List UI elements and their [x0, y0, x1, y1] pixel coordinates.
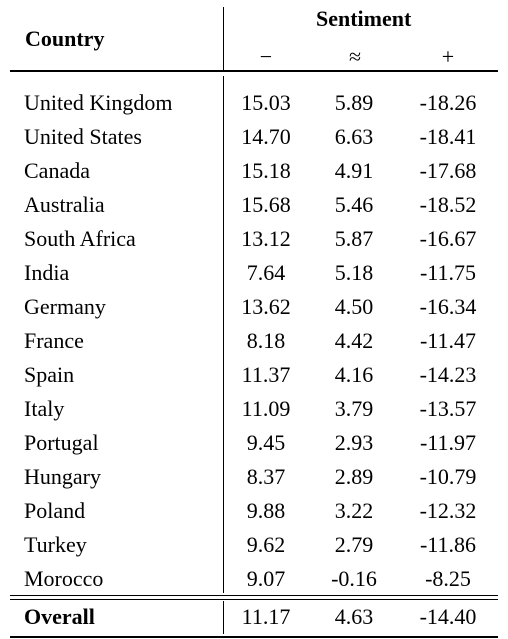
header-column-divider: [223, 7, 224, 70]
table-row: Australia 15.68 5.46 -18.52: [0, 188, 508, 222]
table-row: United States 14.70 6.63 -18.41: [0, 120, 508, 154]
positive-value-cell: -14.23: [419, 362, 477, 387]
table-row: Italy 11.09 3.79 -13.57: [0, 392, 508, 426]
table-row: India 7.64 5.18 -11.75: [0, 256, 508, 290]
neutral-value-cell: 2.89: [334, 464, 374, 489]
positive-value-cell: -11.86: [419, 532, 476, 557]
country-cell: Australia: [24, 192, 105, 217]
table-row: France 8.18 4.42 -11.47: [0, 324, 508, 358]
overall-separator-rule-second: [10, 599, 498, 600]
negative-value-cell: 9.62: [246, 532, 286, 557]
neutral-value-cell: -0.16: [331, 566, 377, 591]
overall-negative-value: 11.17: [241, 604, 291, 629]
negative-value-cell: 11.37: [241, 362, 291, 387]
neutral-value-cell: 3.79: [334, 396, 374, 421]
neutral-value-cell: 4.91: [334, 158, 374, 183]
country-cell: Morocco: [24, 566, 104, 591]
neutral-value-cell: 2.93: [334, 430, 374, 455]
table-row: United Kingdom 15.03 5.89 -18.26: [0, 86, 508, 120]
neutral-value-cell: 5.87: [334, 226, 374, 251]
negative-value-cell: 9.88: [246, 498, 286, 523]
positive-value-cell: -11.75: [419, 260, 476, 285]
positive-value-cell: -8.25: [425, 566, 471, 591]
table-row: Germany 13.62 4.50 -16.34: [0, 290, 508, 324]
country-cell: United States: [24, 124, 142, 149]
country-cell: United Kingdom: [24, 90, 173, 115]
negative-value-cell: 9.07: [246, 566, 286, 591]
table-row: Hungary 8.37 2.89 -10.79: [0, 460, 508, 494]
negative-value-cell: 8.18: [246, 328, 286, 353]
positive-value-cell: -17.68: [419, 158, 477, 183]
positive-value-cell: -16.34: [419, 294, 477, 319]
table-row: Morocco 9.07 -0.16 -8.25: [0, 562, 508, 596]
positive-value-cell: -12.32: [419, 498, 477, 523]
neutral-value-cell: 3.22: [334, 498, 374, 523]
overall-row: Overall 11.17 4.63 -14.40: [0, 600, 508, 634]
country-cell: India: [24, 260, 70, 285]
positive-value-cell: -18.26: [419, 90, 477, 115]
negative-value-cell: 15.18: [241, 158, 291, 183]
overall-separator-rule: [10, 595, 498, 596]
table-row: Turkey 9.62 2.79 -11.86: [0, 528, 508, 562]
column-header-negative: −: [259, 44, 273, 69]
neutral-value-cell: 4.50: [334, 294, 374, 319]
country-cell: Turkey: [24, 532, 87, 557]
column-header-country: Country: [25, 26, 105, 51]
positive-value-cell: -18.52: [419, 192, 477, 217]
country-cell: Germany: [24, 294, 106, 319]
neutral-value-cell: 5.18: [334, 260, 374, 285]
country-cell: South Africa: [24, 226, 136, 251]
positive-value-cell: -11.97: [419, 430, 476, 455]
table-bottom-rule: [10, 636, 498, 638]
negative-value-cell: 13.12: [241, 226, 291, 251]
neutral-value-cell: 4.42: [334, 328, 374, 353]
column-group-header-sentiment: Sentiment: [316, 6, 412, 31]
negative-value-cell: 7.64: [246, 260, 286, 285]
negative-value-cell: 15.03: [241, 90, 291, 115]
overall-label: Overall: [24, 604, 95, 629]
country-cell: Spain: [24, 362, 75, 387]
overall-positive-value: -14.40: [419, 604, 477, 629]
country-cell: Poland: [24, 498, 86, 523]
table-row: Canada 15.18 4.91 -17.68: [0, 154, 508, 188]
positive-value-cell: -13.57: [419, 396, 477, 421]
country-cell: France: [24, 328, 84, 353]
negative-value-cell: 11.09: [241, 396, 291, 421]
table-row: Poland 9.88 3.22 -12.32: [0, 494, 508, 528]
neutral-value-cell: 2.79: [334, 532, 374, 557]
overall-neutral-value: 4.63: [334, 604, 374, 629]
footer-column-divider: [223, 601, 224, 634]
country-cell: Canada: [24, 158, 90, 183]
negative-value-cell: 14.70: [241, 124, 291, 149]
table-row: Portugal 9.45 2.93 -11.97: [0, 426, 508, 460]
positive-value-cell: -16.67: [419, 226, 477, 251]
column-header-neutral: ≈: [348, 44, 362, 69]
neutral-value-cell: 4.16: [334, 362, 374, 387]
positive-value-cell: -10.79: [419, 464, 477, 489]
negative-value-cell: 13.62: [241, 294, 291, 319]
table-row: Spain 11.37 4.16 -14.23: [0, 358, 508, 392]
negative-value-cell: 9.45: [246, 430, 286, 455]
positive-value-cell: -18.41: [419, 124, 477, 149]
table-row: South Africa 13.12 5.87 -16.67: [0, 222, 508, 256]
country-cell: Italy: [24, 396, 65, 421]
neutral-value-cell: 5.89: [334, 90, 374, 115]
negative-value-cell: 8.37: [246, 464, 286, 489]
table-top-rule: [10, 70, 498, 72]
country-cell: Hungary: [24, 464, 101, 489]
neutral-value-cell: 5.46: [334, 192, 374, 217]
neutral-value-cell: 6.63: [334, 124, 374, 149]
country-cell: Portugal: [24, 430, 99, 455]
column-header-positive: +: [441, 44, 455, 69]
negative-value-cell: 15.68: [241, 192, 291, 217]
body-column-divider: [223, 76, 224, 593]
positive-value-cell: -11.47: [419, 328, 476, 353]
